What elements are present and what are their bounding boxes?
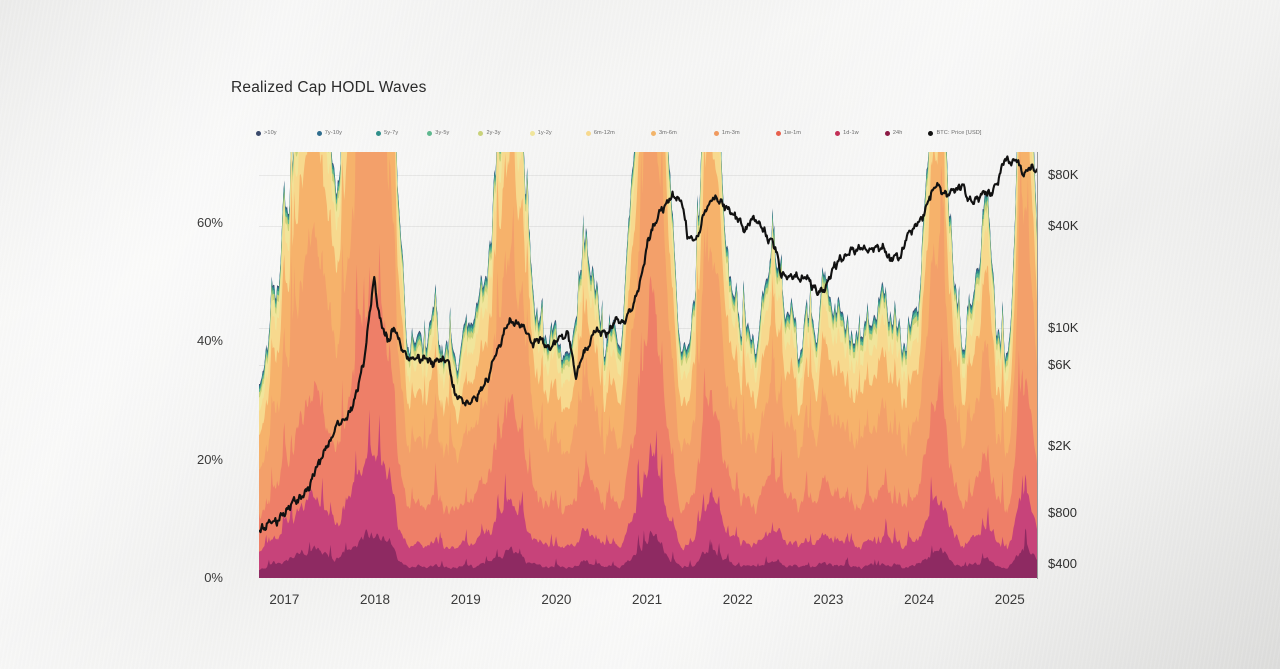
legend-item-7y-10y[interactable]: 7y-10y	[316, 130, 343, 136]
legend-item--10y[interactable]: >10y	[256, 130, 277, 136]
right-axis-tick-label: $40K	[1048, 218, 1079, 234]
legend-item-3m-6m[interactable]: 3m-6m	[650, 130, 677, 136]
legend-item-btc-price-usd-[interactable]: BTC: Price [USD]	[928, 130, 981, 136]
legend-dot-icon	[585, 130, 591, 136]
right-axis-tick-label: $80K	[1048, 167, 1079, 183]
legend-item-label: 24h	[892, 130, 903, 136]
legend-dot-icon	[478, 130, 484, 136]
x-axis-tick-label: 2025	[994, 592, 1025, 607]
x-axis-tick-label: 2024	[904, 592, 935, 607]
legend-item-label: 6m-12m	[593, 130, 615, 136]
legend-item-6m-12m[interactable]: 6m-12m	[585, 130, 615, 136]
legend-item-label: 2y-3y	[486, 130, 501, 136]
legend-item-label: >10y	[264, 130, 277, 136]
legend-item-label: 5y-7y	[384, 130, 399, 136]
legend-item-label: 3m-6m	[658, 130, 677, 136]
page-title: Realized Cap HODL Waves	[231, 79, 427, 96]
right-axis-tick-label: $6K	[1048, 357, 1072, 373]
right-axis-tick-label: $800	[1048, 505, 1077, 521]
legend-item-label: BTC: Price [USD]	[936, 130, 982, 136]
legend-dot-icon	[427, 130, 433, 136]
legend-dot-icon	[713, 130, 719, 136]
hodl-waves-svg	[259, 152, 1037, 578]
area-band-24h	[259, 528, 1037, 578]
legend-item-1w-1m[interactable]: 1w-1m	[775, 130, 802, 136]
x-axis-tick-label: 2021	[632, 592, 663, 607]
right-axis-tick-label: $400	[1048, 555, 1077, 571]
legend-dot-icon	[884, 130, 890, 136]
legend-dot-icon	[775, 130, 781, 136]
legend-item-1y-2y[interactable]: 1y-2y	[529, 130, 552, 136]
area-band-1w-1m	[259, 243, 1037, 578]
legend-dot-icon	[256, 130, 261, 136]
chart-canvas	[259, 152, 1037, 578]
legend-item-1m-3m[interactable]: 1m-3m	[713, 130, 740, 136]
legend-dot-icon	[529, 130, 535, 136]
x-axis-tick-label: 2023	[813, 592, 844, 607]
legend-item-5y-7y[interactable]: 5y-7y	[376, 130, 398, 136]
legend-item-label: 3y-5y	[435, 130, 450, 136]
right-axis-tick-label: $2K	[1048, 437, 1072, 453]
chart-legend: >10y 7y-10y 5y-7y 3y-5y 2y-3y 1y-2y 6m-12m 3m-6…	[256, 126, 1046, 140]
legend-dot-icon	[316, 130, 322, 136]
left-axis-tick-label: 0%	[204, 570, 223, 585]
legend-item-1d-1w[interactable]: 1d-1w	[835, 130, 859, 136]
x-axis-tick-label: 2019	[450, 592, 481, 607]
left-axis-tick-label: 60%	[196, 215, 223, 230]
right-axis-tick-label: $10K	[1048, 319, 1079, 335]
legend-item-label: 1d-1w	[843, 130, 859, 136]
legend-item-label: 1m-3m	[721, 130, 740, 136]
legend-item-3y-5y[interactable]: 3y-5y	[427, 130, 449, 136]
legend-item-label: 1y-2y	[537, 130, 552, 136]
legend-item-label: 7y-10y	[324, 130, 343, 136]
left-axis-tick-label: 20%	[196, 451, 223, 467]
x-axis-tick-label: 2018	[360, 592, 391, 607]
right-axis-line	[1037, 152, 1038, 579]
x-axis-tick-label: 2022	[722, 592, 753, 607]
btc-price-line	[259, 155, 1037, 534]
legend-dot-icon	[376, 130, 382, 136]
x-axis-tick-label: 2017	[269, 592, 300, 607]
area-band-1d-1w	[259, 409, 1037, 578]
legend-item-label: 1w-1m	[783, 130, 802, 136]
plot-area	[259, 152, 1037, 578]
legend-dot-icon	[835, 130, 841, 136]
left-axis-tick-label: 40%	[196, 333, 223, 349]
legend-item-2y-3y[interactable]: 2y-3y	[478, 130, 501, 136]
legend-dot-icon	[650, 130, 656, 136]
x-axis-tick-label: 2020	[541, 592, 572, 607]
legend-item-24h[interactable]: 24h	[884, 130, 903, 136]
legend-dot-icon	[928, 130, 934, 136]
